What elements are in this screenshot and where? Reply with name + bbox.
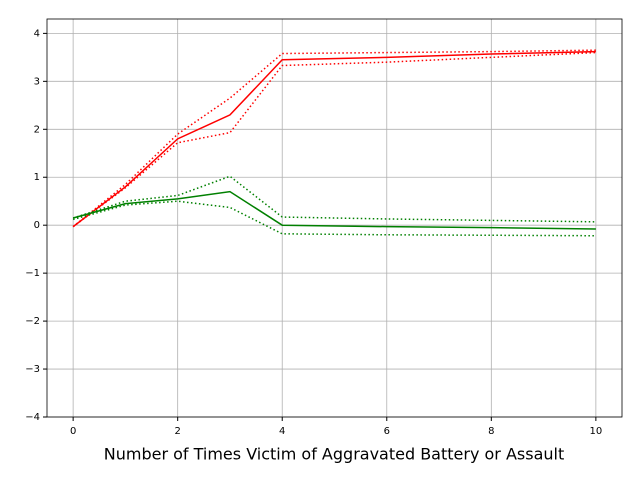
y-tick-label: 0 (34, 220, 40, 231)
series-line (72, 51, 596, 228)
y-tick-label: −3 (25, 364, 40, 375)
y-tick-label: 3 (34, 76, 40, 87)
series-line (72, 49, 596, 228)
series-line (72, 50, 596, 228)
y-tick-label: 4 (34, 28, 40, 39)
x-tick-label: 4 (279, 426, 285, 437)
y-tick-label: −4 (25, 412, 40, 423)
series-line (72, 175, 596, 223)
series-line (72, 200, 596, 237)
series-line (72, 190, 596, 230)
plot-frame (46, 18, 623, 418)
y-tick-label: −1 (25, 268, 40, 279)
y-tick-label: 2 (34, 124, 40, 135)
x-tick-label: 10 (589, 426, 602, 437)
x-tick-label: 8 (488, 426, 494, 437)
x-axis-label: Number of Times Victim of Aggravated Bat… (104, 445, 565, 464)
x-tick-label: 6 (384, 426, 390, 437)
x-tick-label: 0 (70, 426, 76, 437)
y-tick-label: 1 (34, 172, 40, 183)
y-tick-label: −2 (25, 316, 40, 327)
x-tick-label: 2 (174, 426, 180, 437)
